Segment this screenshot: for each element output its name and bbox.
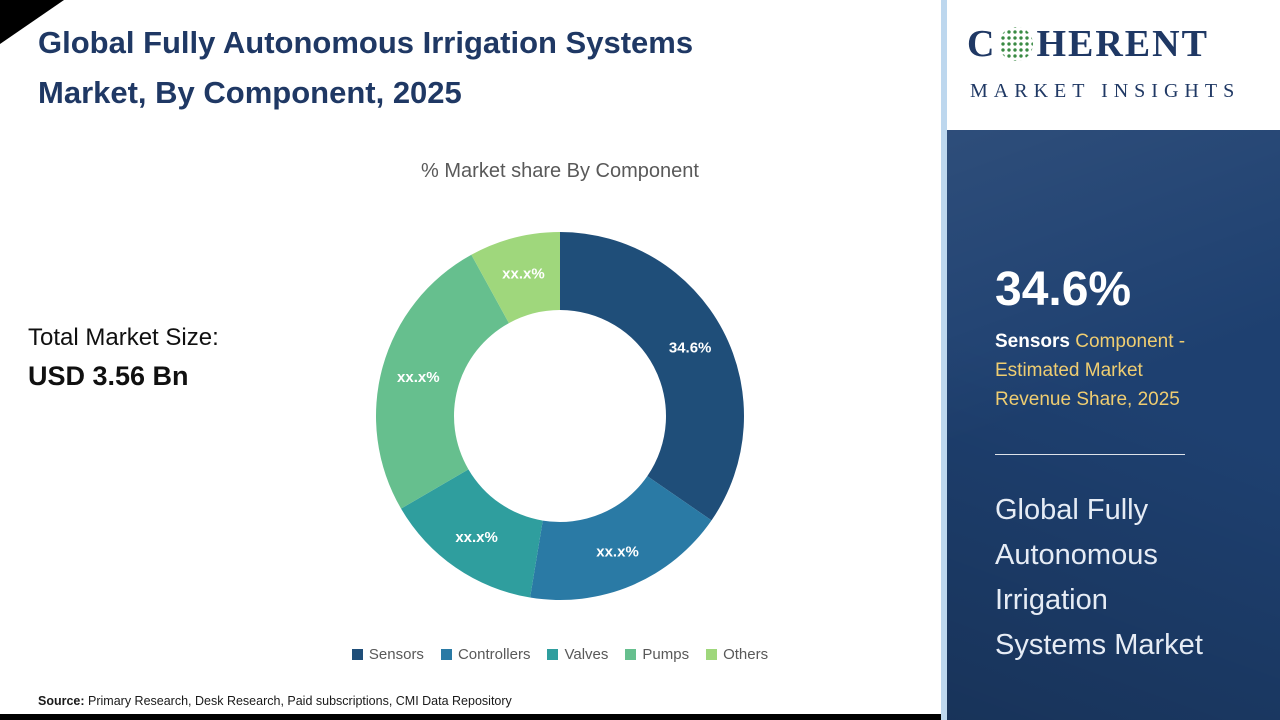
- legend-swatch: [706, 649, 718, 660]
- chart-legend: Sensors Controllers Valves Pumps Others: [240, 646, 880, 663]
- logo-letter-c: C: [967, 23, 997, 65]
- logo-wordmark: C HERENT: [967, 22, 1209, 66]
- legend-label: Valves: [564, 646, 609, 663]
- slice-label-sensors: 34.6%: [669, 340, 712, 357]
- logo: C HERENT MARKET INSIGHTS: [947, 0, 1280, 130]
- page-title: Global Fully Autonomous Irrigation Syste…: [38, 18, 693, 118]
- logo-globe-icon: [999, 27, 1034, 61]
- legend-item-controllers: Controllers: [440, 646, 531, 663]
- stat-description-bold: Sensors: [995, 331, 1070, 352]
- market-size-value: USD 3.56 Bn: [28, 361, 189, 391]
- slice-label-others: xx.x%: [502, 266, 545, 283]
- donut-chart: 34.6% xx.x% xx.x% xx.x% xx.x%: [376, 232, 744, 600]
- slice-label-pumps: xx.x%: [397, 369, 440, 386]
- market-size-label: Total Market Size:: [28, 324, 219, 351]
- legend-label: Pumps: [642, 646, 690, 663]
- slice-controllers: [530, 476, 712, 600]
- source-note: Source: Primary Research, Desk Research,…: [38, 694, 512, 708]
- logo-subtitle: MARKET INSIGHTS: [970, 80, 1241, 102]
- legend-swatch: [351, 649, 363, 660]
- slice-pumps: [376, 254, 509, 509]
- slice-valves: [401, 469, 543, 598]
- legend-item-pumps: Pumps: [625, 646, 689, 663]
- divider-accent: [941, 0, 947, 720]
- legend-label: Others: [723, 646, 769, 663]
- title-line-1: Global Fully Autonomous Irrigation Syste…: [38, 25, 694, 60]
- legend-label: Sensors: [368, 646, 424, 663]
- slice-others: [471, 232, 560, 324]
- slice-label-valves: xx.x%: [455, 529, 498, 546]
- bottom-bar: [0, 714, 941, 720]
- highlight-panel: 34.6% Sensors Component - Estimated Mark…: [947, 130, 1280, 720]
- panel-title: Global Fully Autonomous Irrigation Syste…: [995, 494, 1203, 661]
- legend-item-valves: Valves: [547, 646, 608, 663]
- legend-label: Controllers: [457, 646, 531, 663]
- divider-line: [995, 454, 1185, 455]
- total-market-size: Total Market Size: USD 3.56 Bn: [28, 324, 219, 392]
- legend-swatch: [440, 649, 452, 660]
- sidebar: C HERENT MARKET INSIGHTS 34.6% Sensors C…: [947, 0, 1280, 720]
- logo-letters-rest: HERENT: [1036, 23, 1209, 65]
- legend-item-sensors: Sensors: [351, 646, 424, 663]
- stat-value: 34.6%: [995, 263, 1132, 316]
- corner-accent: [0, 0, 64, 44]
- slice-sensors: [560, 232, 744, 521]
- source-text: Primary Research, Desk Research, Paid su…: [84, 694, 512, 708]
- title-line-2: Market, By Component, 2025: [38, 75, 462, 111]
- chart-subtitle: % Market share By Component: [421, 160, 699, 182]
- stat-description: Sensors Component - Estimated Market Rev…: [995, 328, 1213, 415]
- slice-label-controllers: xx.x%: [596, 543, 639, 560]
- source-label: Source:: [38, 694, 85, 708]
- legend-item-others: Others: [706, 646, 768, 663]
- legend-swatch: [547, 649, 559, 660]
- stat-description-rest: Component - Estimated Market Revenue Sha…: [995, 331, 1186, 410]
- legend-swatch: [625, 649, 637, 660]
